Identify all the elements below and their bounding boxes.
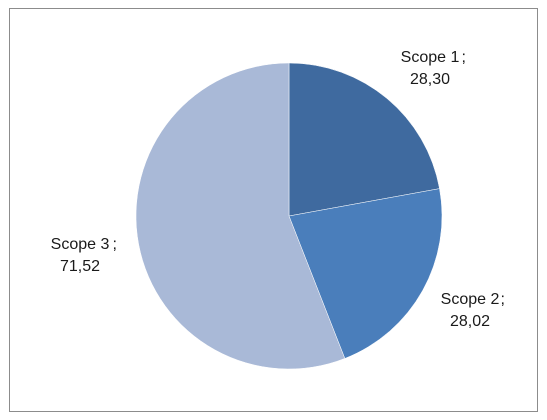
data-label-scope-1-name: Scope 1 — [401, 49, 460, 66]
data-label-scope-3-name: Scope 3 — [51, 236, 110, 253]
data-label-scope-1-separator: ; — [462, 49, 466, 66]
data-label-scope-3-separator: ; — [113, 236, 117, 253]
pie-slice-scope-2 — [288, 188, 443, 359]
pie-slice-scope-1 — [288, 62, 440, 217]
data-label-scope-2: Scope 2; 28,02 — [441, 291, 510, 330]
data-label-scope-3: Scope 3; 71,52 — [51, 236, 122, 275]
data-label-scope-1-value: 28,30 — [410, 71, 450, 88]
pie-slice-scope-3 — [135, 62, 346, 370]
data-label-scope-2-name: Scope 2 — [441, 291, 500, 308]
data-labels: Scope 1; 28,30 Scope 2; 28,02 Scope 3; 7… — [51, 49, 510, 330]
data-label-scope-3-value: 71,52 — [60, 258, 100, 275]
pie-slices — [135, 62, 443, 370]
data-label-scope-2-separator: ; — [501, 291, 505, 308]
data-label-scope-2-value: 28,02 — [450, 313, 490, 330]
data-label-scope-1: Scope 1; 28,30 — [401, 49, 471, 88]
